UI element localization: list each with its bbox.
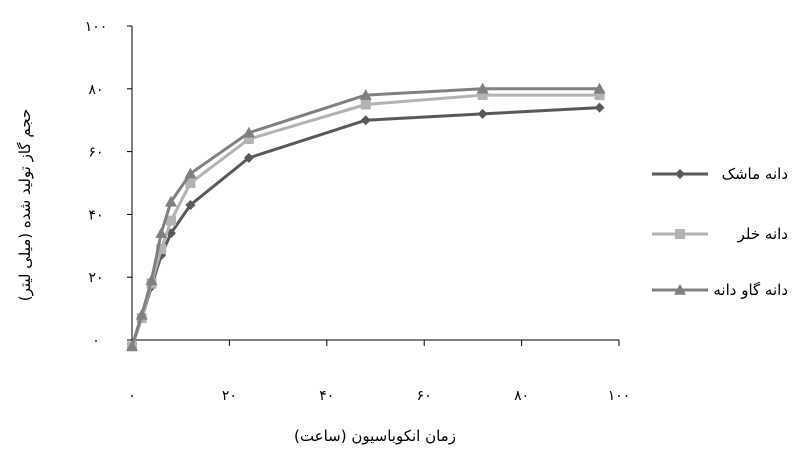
data-point-series-3	[164, 195, 177, 207]
data-point-series-2	[360, 99, 371, 110]
series-line-2	[130, 93, 600, 347]
data-point-series-1	[360, 115, 371, 126]
x-axis-title: زمان انکوباسیون (ساعت)	[294, 427, 456, 445]
data-point-series-3	[242, 126, 255, 138]
data-point-series-3	[476, 82, 489, 94]
data-point-series-1	[477, 108, 488, 119]
plot-area: ۰ ۲۰ ۴۰ ۶۰ ۸۰ ۱۰۰ ۰ ۲۰ ۴۰ ۶۰ ۸۰ ۱۰۰	[85, 19, 631, 404]
series-line-1	[130, 106, 600, 347]
x-tick-label: ۶۰	[417, 388, 432, 404]
x-tick-label: ۰	[128, 388, 136, 404]
x-tick-label: ۲۰	[222, 388, 237, 404]
data-point-series-3	[184, 167, 197, 179]
y-tick-label: ۸۰	[88, 82, 103, 98]
y-axis-title: حجم گاز تولید شده (میلی لیتر)	[16, 109, 34, 302]
series-line-3	[130, 87, 600, 347]
legend-marker	[675, 169, 685, 179]
data-point-series-3	[135, 308, 148, 320]
data-point-series-3	[155, 227, 168, 239]
x-tick-label: ۸۰	[514, 388, 529, 404]
data-point-series-2	[243, 134, 254, 145]
y-tick-label: ۲۰	[88, 270, 103, 286]
data-point-series-2	[165, 215, 176, 226]
data-point-series-2	[156, 243, 167, 254]
data-point-series-3	[126, 340, 138, 352]
data-point-series-1	[185, 199, 196, 210]
legend: دانه ماشک دانه خلر دانه گاو دانه	[652, 165, 788, 299]
data-point-series-2	[477, 90, 488, 101]
data-point-series-3	[145, 274, 158, 286]
data-point-series-1	[243, 152, 254, 163]
data-point-series-2	[185, 178, 196, 188]
legend-label: دانه خلر	[737, 225, 788, 243]
y-tick-label: ۰	[92, 333, 100, 349]
legend-label: دانه گاو دانه	[713, 281, 788, 299]
x-tick-label: ۴۰	[319, 388, 334, 404]
data-point-series-3	[359, 89, 372, 100]
data-point-series-1	[594, 102, 605, 113]
y-tick-label: ۱۰۰	[85, 19, 108, 35]
y-tick-label: ۴۰	[88, 207, 103, 223]
legend-label: دانه ماشک	[722, 165, 788, 183]
data-point-series-3	[593, 82, 606, 94]
y-tick-label: ۶۰	[88, 145, 103, 161]
x-tick-label: ۱۰۰	[608, 388, 631, 404]
legend-marker	[674, 284, 686, 295]
legend-marker	[675, 229, 685, 239]
data-point-series-2	[594, 90, 605, 101]
